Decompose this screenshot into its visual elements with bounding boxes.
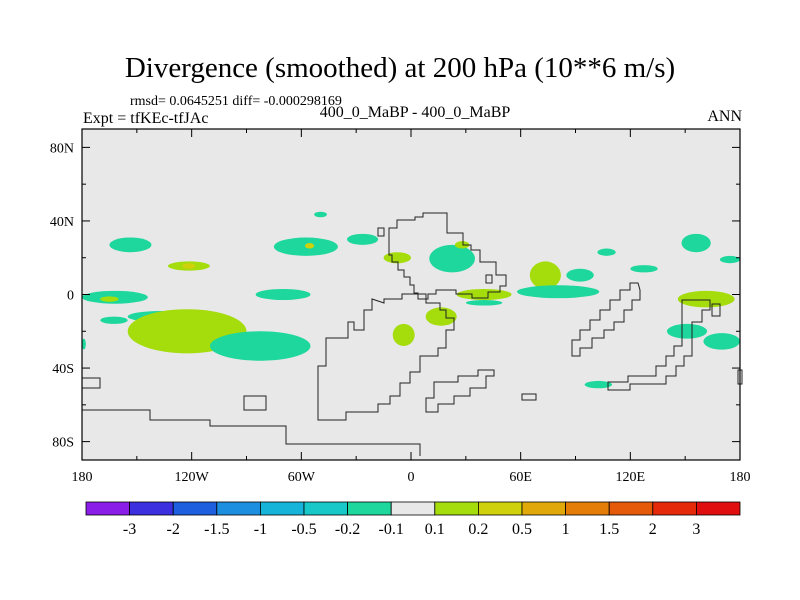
colorbar-swatch (390, 501, 436, 516)
divergence-region (529, 261, 561, 289)
y-tick-label: 80N (50, 141, 74, 156)
colorbar: -3 -2 -1.5 -1 -0.5 -0.2 -0.1 0.1 0.2 0.5 1 1.5 2 3 (85, 501, 741, 538)
colorbar-label: -3 (123, 521, 136, 538)
page-title: Divergence (smoothed) at 200 hPa (10**6 … (124, 52, 676, 84)
divergence-region (666, 323, 708, 339)
x-tick-label: 0 (408, 470, 415, 485)
divergence-region (429, 244, 475, 273)
divergence-region (347, 233, 379, 245)
colorbar-swatch (347, 501, 392, 516)
colorbar-label: -2 (167, 521, 180, 538)
divergence-region (465, 300, 503, 306)
colorbar-swatch (608, 501, 654, 516)
divergence-region (314, 211, 327, 218)
x-tick-label: 120W (175, 470, 210, 485)
colorbar-swatch (129, 501, 174, 516)
colorbar-swatch (259, 501, 305, 516)
colorbar-label: -0.1 (379, 521, 404, 538)
colorbar-swatch (696, 501, 741, 516)
coastline-outline (81, 212, 743, 456)
colorbar-swatch (477, 501, 523, 516)
divergence-region (597, 248, 616, 256)
colorbar-label: 0.2 (468, 521, 488, 538)
stats-text: rmsd= 0.0645251 diff= -0.000298169 (130, 94, 342, 109)
case-label: 400_0_MaBP - 400_0_MaBP (319, 104, 511, 121)
divergence-region (584, 380, 613, 389)
divergence-region (100, 316, 128, 324)
divergence-region (454, 241, 470, 249)
x-tick-label: 60W (288, 470, 316, 485)
divergence-region (182, 263, 196, 269)
colorbar-swatch (172, 501, 218, 516)
colorbar-label: -1 (254, 521, 267, 538)
experiment-label: Expt = tfKEc-tfJAc (83, 110, 209, 127)
colorbar-label: 0.5 (512, 521, 532, 538)
x-tick-label: 180 (72, 470, 93, 485)
colorbar-label: -0.5 (291, 521, 316, 538)
x-tick-label: 120E (616, 470, 646, 485)
colorbar-label: 2 (649, 521, 657, 538)
divergence-region (304, 243, 315, 249)
colorbar-swatch (303, 501, 348, 516)
divergence-region (677, 290, 735, 308)
divergence-region (392, 323, 415, 346)
divergence-region (566, 268, 594, 282)
colorbar-swatch (216, 501, 261, 516)
colorbar-swatch (434, 501, 479, 516)
divergence-region (255, 288, 311, 301)
colorbar-label: 0.1 (425, 521, 445, 538)
divergence-region (630, 265, 658, 273)
colorbar-label: -0.2 (335, 521, 360, 538)
divergence-region (100, 296, 119, 302)
y-tick-label: 40N (50, 215, 74, 230)
divergence-region (719, 255, 740, 264)
divergence-region (209, 331, 311, 361)
colorbar-label: 1 (562, 521, 570, 538)
divergence-region (517, 285, 600, 299)
colorbar-swatch (565, 501, 610, 516)
x-tick-label: 60E (509, 470, 532, 485)
y-tick-label: 80S (52, 436, 74, 451)
colorbar-swatch (521, 501, 566, 516)
colorbar-swatch (652, 501, 697, 516)
x-tick-label: 180 (730, 470, 751, 485)
colorbar-label: 3 (692, 521, 700, 538)
divergence-region (109, 237, 152, 253)
divergence-region (81, 338, 86, 350)
divergence-region (425, 307, 457, 326)
season-label: ANN (707, 108, 742, 125)
colorbar-swatch (85, 501, 130, 516)
y-tick-label: 0 (67, 289, 74, 304)
divergence-region (703, 333, 740, 350)
colorbar-label: 1.5 (599, 521, 619, 538)
colorbar-label: -1.5 (204, 521, 229, 538)
y-tick-label: 40S (52, 362, 74, 377)
divergence-region (681, 233, 711, 253)
